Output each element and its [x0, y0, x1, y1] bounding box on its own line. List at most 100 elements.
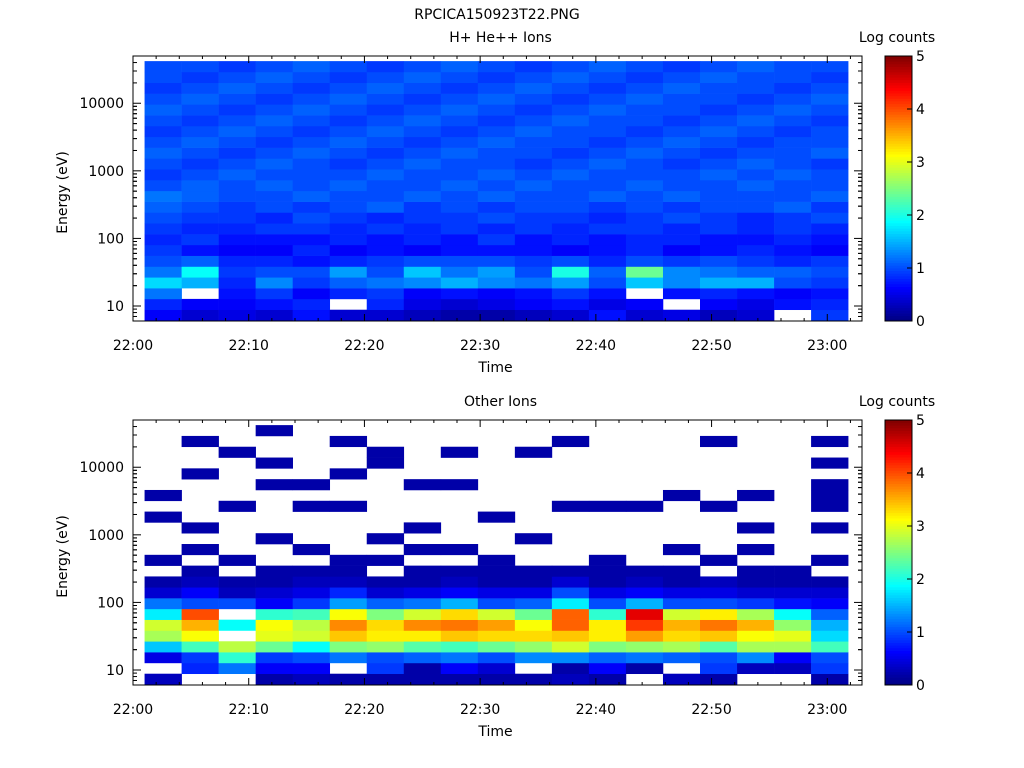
heatmap-cell	[255, 662, 293, 675]
heatmap-cell	[218, 158, 256, 170]
colorbar-step	[885, 74, 912, 78]
heatmap-cell	[774, 608, 812, 620]
heatmap-cell	[181, 598, 219, 610]
heatmap-cell	[292, 652, 331, 664]
heatmap-cell	[181, 277, 219, 289]
heatmap-cell	[774, 147, 812, 159]
heatmap-cell	[329, 169, 368, 181]
colorbar-step	[885, 502, 912, 506]
heatmap-cell	[440, 565, 479, 577]
heatmap-cell	[181, 190, 219, 202]
heatmap-cell	[292, 266, 331, 278]
heatmap-cell	[181, 158, 219, 170]
heatmap-cell	[181, 255, 219, 267]
heatmap-cell	[403, 565, 442, 577]
heatmap-cell	[218, 641, 256, 653]
heatmap-cell	[625, 630, 664, 642]
x-tick-label: 22:10	[229, 338, 269, 354]
heatmap-cell	[700, 576, 738, 588]
heatmap-cell	[329, 652, 368, 664]
x-tick-label: 22:50	[691, 338, 731, 354]
heatmap-cell	[737, 212, 775, 224]
heatmap-cell	[218, 115, 256, 127]
heatmap-cell	[811, 104, 849, 116]
heatmap-cell	[440, 223, 479, 235]
colorbar-step	[885, 465, 912, 469]
heatmap-cell	[588, 576, 627, 588]
heatmap-cell	[181, 93, 219, 105]
heatmap-cell	[292, 309, 331, 321]
heatmap-cell	[551, 298, 590, 311]
colorbar-step	[885, 480, 912, 484]
heatmap-cell	[700, 169, 738, 181]
heatmap-cell	[366, 309, 405, 321]
colorbar-step	[885, 645, 912, 649]
heatmap-cell	[625, 136, 664, 148]
heatmap-cell	[218, 244, 256, 256]
heatmap-cell	[514, 641, 553, 653]
heatmap-cell	[811, 61, 849, 73]
colorbar-tick-label: 4	[916, 466, 925, 482]
heatmap-cell	[625, 234, 664, 246]
heatmap-cell	[366, 662, 405, 675]
heatmap-cell	[700, 71, 738, 84]
colorbar-tick-label: 0	[916, 678, 925, 694]
colorbar-step	[885, 470, 912, 474]
heatmap-cell	[625, 641, 664, 653]
heatmap-cell	[774, 180, 812, 192]
heatmap-cell	[700, 190, 738, 202]
heatmap-cell	[737, 619, 775, 631]
heatmap-cell	[477, 673, 516, 685]
heatmap-cell	[292, 255, 331, 267]
heatmap-cell	[811, 309, 849, 321]
colorbar-step	[885, 663, 912, 667]
heatmap-cell	[440, 576, 479, 588]
heatmap-cell	[477, 201, 516, 213]
colorbar-step	[885, 217, 912, 221]
heatmap-cell	[440, 544, 479, 556]
heatmap-cell	[366, 115, 405, 127]
y-tick-label: 1000	[88, 528, 124, 544]
heatmap-cell	[329, 212, 368, 224]
colorbar-step	[885, 528, 912, 532]
colorbar-step	[885, 634, 912, 638]
colorbar-step	[885, 180, 912, 184]
heatmap-cell	[551, 608, 590, 620]
colorbar-step	[885, 621, 912, 625]
heatmap-cell	[329, 565, 368, 577]
heatmap-cell	[551, 82, 590, 94]
heatmap-cell	[737, 608, 775, 620]
heatmap-cell	[588, 104, 627, 116]
heatmap-cell	[144, 587, 182, 599]
heatmap-cell	[700, 298, 738, 311]
heatmap-cell	[329, 608, 368, 620]
colorbar-step	[885, 286, 912, 290]
heatmap-cell	[329, 61, 368, 73]
heatmap-cell	[514, 533, 553, 545]
heatmap-cell	[700, 435, 738, 448]
colorbar-step	[885, 425, 912, 429]
heatmap-cell	[625, 169, 664, 181]
heatmap-cell	[366, 608, 405, 620]
heatmap-cell	[255, 125, 293, 138]
x-tick-label: 22:50	[691, 702, 731, 718]
panel-title: H+ He++ Ions	[449, 30, 552, 46]
heatmap-cell	[255, 190, 293, 202]
heatmap-cell	[588, 309, 627, 321]
heatmap-cell	[329, 500, 368, 512]
heatmap-cell	[662, 158, 701, 170]
heatmap-cell	[440, 104, 479, 116]
heatmap-cell	[403, 147, 442, 159]
heatmap-cell	[181, 266, 219, 278]
y-tick-label: 10	[106, 663, 124, 679]
heatmap-cell	[625, 565, 664, 577]
heatmap-cell	[403, 641, 442, 653]
heatmap-cell	[403, 61, 442, 73]
colorbar-step	[885, 167, 912, 171]
colorbar-step	[885, 639, 912, 643]
figure-title: RPCICA150923T22.PNG	[414, 7, 579, 23]
colorbar-step	[885, 220, 912, 224]
heatmap-cell	[551, 147, 590, 159]
heatmap-cell	[551, 71, 590, 84]
